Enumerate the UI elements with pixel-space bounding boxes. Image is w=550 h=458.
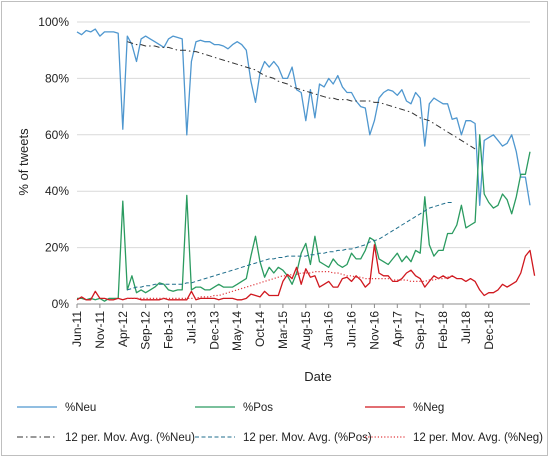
x-tick-label: Dec-18 bbox=[482, 311, 496, 350]
x-tick-label: Apr-17 bbox=[390, 311, 404, 347]
series-line-2 bbox=[76, 244, 536, 301]
x-tick-label: Sep-12 bbox=[139, 311, 153, 350]
legend-item: %Neg bbox=[365, 402, 444, 414]
x-axis: Jun-11 Nov-11 Apr-12 Sep-12 Feb-13 Jul-13 Dec-… bbox=[70, 303, 530, 351]
x-tick-label: Jan-16 bbox=[322, 311, 336, 348]
x-tick-label: Feb-18 bbox=[436, 311, 450, 349]
y-axis-label: % of tweets bbox=[16, 128, 31, 196]
x-tick-label: Apr-12 bbox=[116, 311, 130, 347]
x-tick-label: Jun-16 bbox=[345, 311, 359, 348]
x-tick-label: Feb-13 bbox=[162, 311, 176, 349]
y-tick-label: 20% bbox=[45, 241, 69, 255]
legend-label: 12 per. Mov. Avg. (%Neu) bbox=[65, 432, 195, 444]
legend-label: 12 per. Mov. Avg. (%Neg) bbox=[413, 432, 543, 444]
x-tick-label: Jul-13 bbox=[184, 311, 198, 344]
x-tick-label: Nov-16 bbox=[367, 311, 381, 350]
x-tick-label: Aug-15 bbox=[299, 311, 313, 350]
series-line-1 bbox=[77, 134, 531, 302]
legend-item: %Pos bbox=[195, 402, 273, 414]
y-tick-label: 60% bbox=[45, 128, 69, 142]
legend-item: 12 per. Mov. Avg. (%Pos) bbox=[195, 432, 372, 444]
series-line-3 bbox=[127, 41, 476, 150]
legend: %Neu %Pos %Neg 12 per. Mov. Avg. (%Neu) 12 p… bbox=[17, 402, 543, 444]
y-tick-label: 100% bbox=[38, 15, 69, 29]
x-tick-label: Jun-11 bbox=[70, 311, 84, 347]
x-tick-label: May-14 bbox=[230, 311, 244, 351]
y-axis-tick-labels: 0% 20% 40% 60% 80% 100% bbox=[38, 15, 69, 311]
series-line-5 bbox=[127, 271, 453, 299]
legend-item: %Neu bbox=[17, 402, 96, 414]
y-tick-label: 80% bbox=[45, 71, 69, 85]
gridlines bbox=[77, 21, 530, 249]
x-axis-label: Date bbox=[304, 369, 331, 384]
x-tick-label: Jul-18 bbox=[459, 311, 473, 344]
x-tick-label: Nov-11 bbox=[93, 311, 107, 349]
legend-item: 12 per. Mov. Avg. (%Neu) bbox=[17, 432, 195, 444]
legend-label: 12 per. Mov. Avg. (%Pos) bbox=[243, 432, 372, 444]
series-line-4 bbox=[127, 202, 453, 291]
legend-label: %Neg bbox=[413, 402, 444, 414]
y-tick-label: 0% bbox=[52, 297, 70, 311]
series-lines bbox=[76, 28, 536, 302]
legend-label: %Pos bbox=[243, 402, 273, 414]
series-line-0 bbox=[76, 28, 531, 206]
x-tick-label: Oct-14 bbox=[253, 311, 267, 347]
legend-label: %Neu bbox=[65, 402, 96, 414]
x-tick-label: Mar-15 bbox=[276, 311, 290, 349]
x-tick-label: Dec-13 bbox=[207, 311, 221, 350]
y-tick-label: 40% bbox=[45, 184, 69, 198]
x-tick-label: Sep-17 bbox=[413, 311, 427, 350]
legend-item: 12 per. Mov. Avg. (%Neg) bbox=[365, 432, 543, 444]
